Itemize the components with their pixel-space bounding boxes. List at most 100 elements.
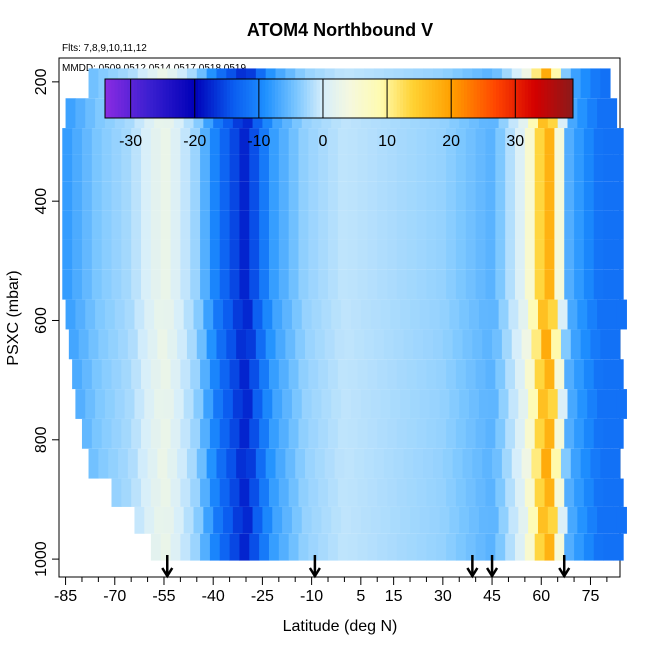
heatmap-cell [564,359,575,390]
heatmap-cell [167,448,178,479]
heatmap-cell [72,210,83,240]
heatmap-cell [462,329,473,360]
arrow-marker [161,555,174,579]
heatmap-cell [387,269,398,300]
colorbar-segment [521,79,526,118]
colorbar-segment [165,79,170,118]
heatmap-cell [81,269,93,300]
heatmap-cell [515,533,526,561]
heatmap-cell [246,329,257,360]
heatmap-cell [400,389,411,419]
heatmap-cell [239,181,250,211]
heatmap-cell [268,359,280,390]
heatmap-cell [170,269,181,300]
colorbar-segment [361,79,366,118]
heatmap-cell [564,154,575,182]
heatmap-cell [350,389,362,419]
heatmap-cell [600,68,611,99]
heatmap-cell [268,478,280,507]
heatmap-cell [288,478,299,507]
heatmap-cell [216,448,227,479]
x-tick-label: -25 [251,588,274,605]
heatmap-cell [603,533,614,561]
heatmap-cell [249,418,260,449]
colorbar-segment [556,79,561,118]
heatmap-cell [121,154,132,182]
heatmap-cell [426,181,437,211]
heatmap-cell [154,389,165,419]
heatmap-cell [357,210,368,240]
heatmap-cell [436,128,447,155]
heatmap-cell [268,154,280,182]
heatmap-cell [180,418,191,449]
heatmap-cell [328,359,339,390]
heatmap-cell [387,533,398,561]
heatmap-cell [416,418,427,449]
heatmap-cell [137,448,148,479]
heatmap-cell [557,299,568,330]
heatmap-band-345 [62,154,624,182]
heatmap-cell [583,533,595,561]
heatmap-cell [321,299,332,330]
heatmap-cell [465,533,477,561]
heatmap-cell [524,533,536,561]
heatmap-cell [347,181,358,211]
heatmap-cell [426,533,437,561]
heatmap-cell [436,478,447,507]
heatmap-cell [482,329,493,360]
heatmap-cell [259,210,270,240]
heatmap-cell [554,478,565,507]
colorbar-segment [143,79,148,118]
heatmap-cell [606,299,618,330]
heatmap-cell [416,154,427,182]
heatmap-cell [219,210,230,240]
heatmap-cell [436,154,447,182]
heatmap-cell [485,154,496,182]
heatmap-cell [259,128,270,155]
heatmap-cell [163,299,175,330]
heatmap-cell [501,448,513,479]
heatmap-cell [426,359,437,390]
heatmap-cell [377,154,388,182]
heatmap-cell [134,389,145,419]
heatmap-cell [574,418,585,449]
heatmap-cell [616,506,627,534]
heatmap-cell [564,128,575,155]
heatmap-cell [219,478,230,507]
heatmap-cell [505,239,516,270]
heatmap-cell [587,506,598,534]
heatmap-cell [341,389,352,419]
heatmap-cell [170,239,181,270]
heatmap-cell [131,418,142,449]
heatmap-cell [242,389,253,419]
heatmap-cell [255,448,267,479]
heatmap-cell [183,506,194,534]
heatmap-cell [209,269,221,300]
heatmap-cell [580,448,591,479]
heatmap-cell [249,128,260,155]
heatmap-cell [554,210,565,240]
heatmap-cell [278,128,290,155]
heatmap-cell [360,299,372,330]
heatmap-cell [131,239,142,270]
heatmap-band-690 [72,359,624,390]
colorbar-segment [181,79,186,118]
heatmap-cell [455,181,467,211]
heatmap-cell [446,181,457,211]
heatmap-cell [190,533,201,561]
heatmap-cell [485,418,496,449]
heatmap-cell [475,269,486,300]
heatmap-cell [72,239,83,270]
heatmap-cell [337,418,349,449]
heatmap-cell [537,299,549,330]
heatmap-cell [357,359,368,390]
heatmap-cell [85,389,96,419]
heatmap-cell [259,418,270,449]
heatmap-cell [318,478,329,507]
colorbar-segment [454,79,459,118]
y-tick-label: 800 [33,426,50,453]
heatmap-cell [249,181,260,211]
heatmap-cell [183,299,194,330]
heatmap-cell [547,299,559,330]
heatmap-cell [170,154,181,182]
